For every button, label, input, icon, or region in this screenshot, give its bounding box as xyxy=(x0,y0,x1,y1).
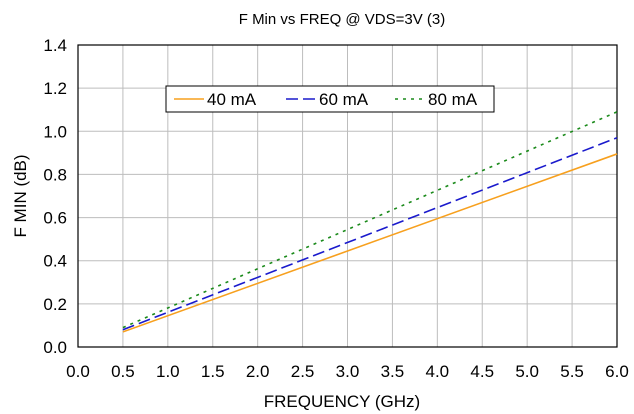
legend-label-1: 60 mA xyxy=(319,90,369,109)
legend-box xyxy=(165,85,495,113)
x-tick-label: 3.5 xyxy=(381,362,405,381)
x-axis-title: FREQUENCY (GHz) xyxy=(264,392,420,411)
x-tick-label: 6.0 xyxy=(605,362,629,381)
x-tick-label: 1.0 xyxy=(156,362,180,381)
series-line-0 xyxy=(122,153,618,333)
y-tick-label: 0.0 xyxy=(43,338,67,357)
x-tick-label: 4.5 xyxy=(470,362,494,381)
y-tick-label: 0.4 xyxy=(43,252,67,271)
plot-area-frame xyxy=(77,44,618,348)
x-tick-label: 3.0 xyxy=(336,362,360,381)
y-tick-label: 0.8 xyxy=(43,165,67,184)
chart-title: F Min vs FREQ @ VDS=3V (3) xyxy=(239,11,446,28)
legend: 40 mA 60 mA 80 mA xyxy=(165,85,495,113)
y-tick-label: 0.2 xyxy=(43,295,67,314)
legend-label-2: 80 mA xyxy=(428,90,478,109)
x-tick-label: 1.5 xyxy=(201,362,225,381)
series-line-2 xyxy=(122,111,618,329)
y-tick-labels: 0.0 0.2 0.4 0.6 0.8 1.0 1.2 1.4 xyxy=(43,36,67,357)
x-tick-labels: 0.0 0.5 1.0 1.5 2.0 2.5 3.0 3.5 4.0 4.5 5.0 5.5 6.0 xyxy=(66,362,629,381)
y-axis-title: F MIN (dB) xyxy=(11,154,30,237)
x-tick-label: 5.5 xyxy=(560,362,584,381)
x-tick-label: 4.0 xyxy=(426,362,450,381)
series-line-1 xyxy=(122,137,618,331)
x-tick-label: 2.5 xyxy=(291,362,315,381)
x-tick-label: 0.0 xyxy=(66,362,90,381)
x-tick-label: 5.0 xyxy=(515,362,539,381)
y-tick-label: 1.4 xyxy=(43,36,67,55)
series-lines xyxy=(122,111,618,333)
y-tick-label: 1.0 xyxy=(43,122,67,141)
x-tick-label: 2.0 xyxy=(246,362,270,381)
x-tick-label: 0.5 xyxy=(111,362,135,381)
legend-label-0: 40 mA xyxy=(207,90,257,109)
y-tick-label: 0.6 xyxy=(43,209,67,228)
y-tick-label: 1.2 xyxy=(43,79,67,98)
